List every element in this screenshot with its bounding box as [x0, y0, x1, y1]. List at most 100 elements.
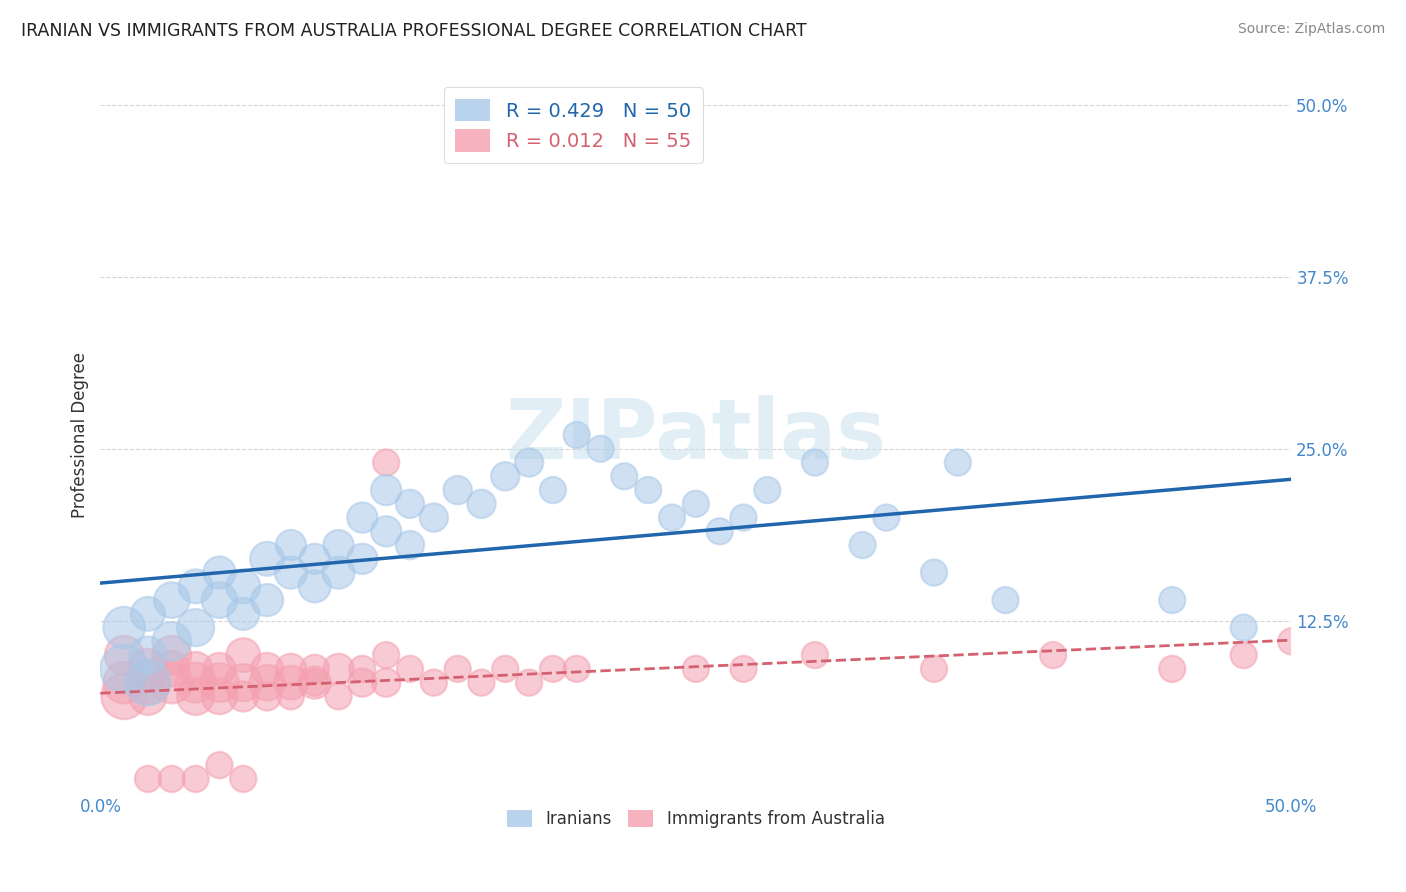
Point — [184, 675, 207, 690]
Text: IRANIAN VS IMMIGRANTS FROM AUSTRALIA PROFESSIONAL DEGREE CORRELATION CHART: IRANIAN VS IMMIGRANTS FROM AUSTRALIA PRO… — [21, 22, 807, 40]
Point — [184, 772, 207, 786]
Point — [304, 579, 326, 593]
Point — [423, 510, 446, 524]
Point — [160, 662, 183, 676]
Point — [112, 675, 135, 690]
Point — [804, 456, 827, 470]
Point — [375, 648, 398, 662]
Point — [256, 593, 278, 607]
Point — [112, 662, 135, 676]
Point — [136, 662, 159, 676]
Point — [399, 662, 422, 676]
Point — [304, 551, 326, 566]
Point — [232, 607, 254, 621]
Point — [1233, 621, 1256, 635]
Point — [136, 772, 159, 786]
Point — [256, 662, 278, 676]
Point — [709, 524, 731, 539]
Point — [733, 510, 755, 524]
Point — [280, 675, 302, 690]
Point — [922, 566, 945, 580]
Point — [280, 662, 302, 676]
Point — [756, 483, 779, 497]
Point — [160, 675, 183, 690]
Point — [851, 538, 873, 552]
Point — [136, 675, 159, 690]
Point — [112, 621, 135, 635]
Point — [256, 690, 278, 704]
Point — [184, 690, 207, 704]
Point — [804, 648, 827, 662]
Point — [160, 634, 183, 648]
Point — [136, 607, 159, 621]
Point — [136, 690, 159, 704]
Point — [136, 675, 159, 690]
Point — [304, 662, 326, 676]
Point — [112, 648, 135, 662]
Point — [232, 648, 254, 662]
Point — [637, 483, 659, 497]
Point — [160, 648, 183, 662]
Point — [304, 675, 326, 690]
Point — [1042, 648, 1064, 662]
Point — [328, 566, 350, 580]
Point — [565, 662, 588, 676]
Point — [375, 675, 398, 690]
Point — [328, 662, 350, 676]
Point — [184, 579, 207, 593]
Point — [470, 675, 492, 690]
Point — [875, 510, 897, 524]
Point — [446, 662, 468, 676]
Point — [256, 551, 278, 566]
Point — [328, 538, 350, 552]
Point — [470, 497, 492, 511]
Point — [184, 621, 207, 635]
Point — [565, 428, 588, 442]
Y-axis label: Professional Degree: Professional Degree — [72, 352, 89, 518]
Point — [208, 662, 231, 676]
Point — [661, 510, 683, 524]
Point — [112, 690, 135, 704]
Point — [494, 469, 516, 483]
Point — [375, 456, 398, 470]
Point — [494, 662, 516, 676]
Point — [328, 690, 350, 704]
Point — [733, 662, 755, 676]
Point — [517, 456, 540, 470]
Point — [352, 675, 374, 690]
Point — [399, 497, 422, 511]
Point — [685, 497, 707, 511]
Point — [160, 593, 183, 607]
Point — [280, 538, 302, 552]
Point — [352, 662, 374, 676]
Point — [375, 524, 398, 539]
Point — [232, 675, 254, 690]
Point — [1161, 593, 1184, 607]
Point — [208, 675, 231, 690]
Point — [232, 579, 254, 593]
Point — [208, 758, 231, 772]
Point — [352, 510, 374, 524]
Point — [446, 483, 468, 497]
Point — [208, 690, 231, 704]
Point — [517, 675, 540, 690]
Point — [256, 675, 278, 690]
Point — [1279, 634, 1302, 648]
Text: ZIPatlas: ZIPatlas — [505, 394, 886, 475]
Point — [1233, 648, 1256, 662]
Point — [352, 551, 374, 566]
Point — [136, 648, 159, 662]
Point — [922, 662, 945, 676]
Legend: Iranians, Immigrants from Australia: Iranians, Immigrants from Australia — [501, 803, 891, 834]
Point — [423, 675, 446, 690]
Point — [375, 483, 398, 497]
Point — [541, 662, 564, 676]
Point — [232, 690, 254, 704]
Point — [160, 772, 183, 786]
Point — [399, 538, 422, 552]
Point — [994, 593, 1017, 607]
Point — [946, 456, 969, 470]
Text: Source: ZipAtlas.com: Source: ZipAtlas.com — [1237, 22, 1385, 37]
Point — [1161, 662, 1184, 676]
Point — [685, 662, 707, 676]
